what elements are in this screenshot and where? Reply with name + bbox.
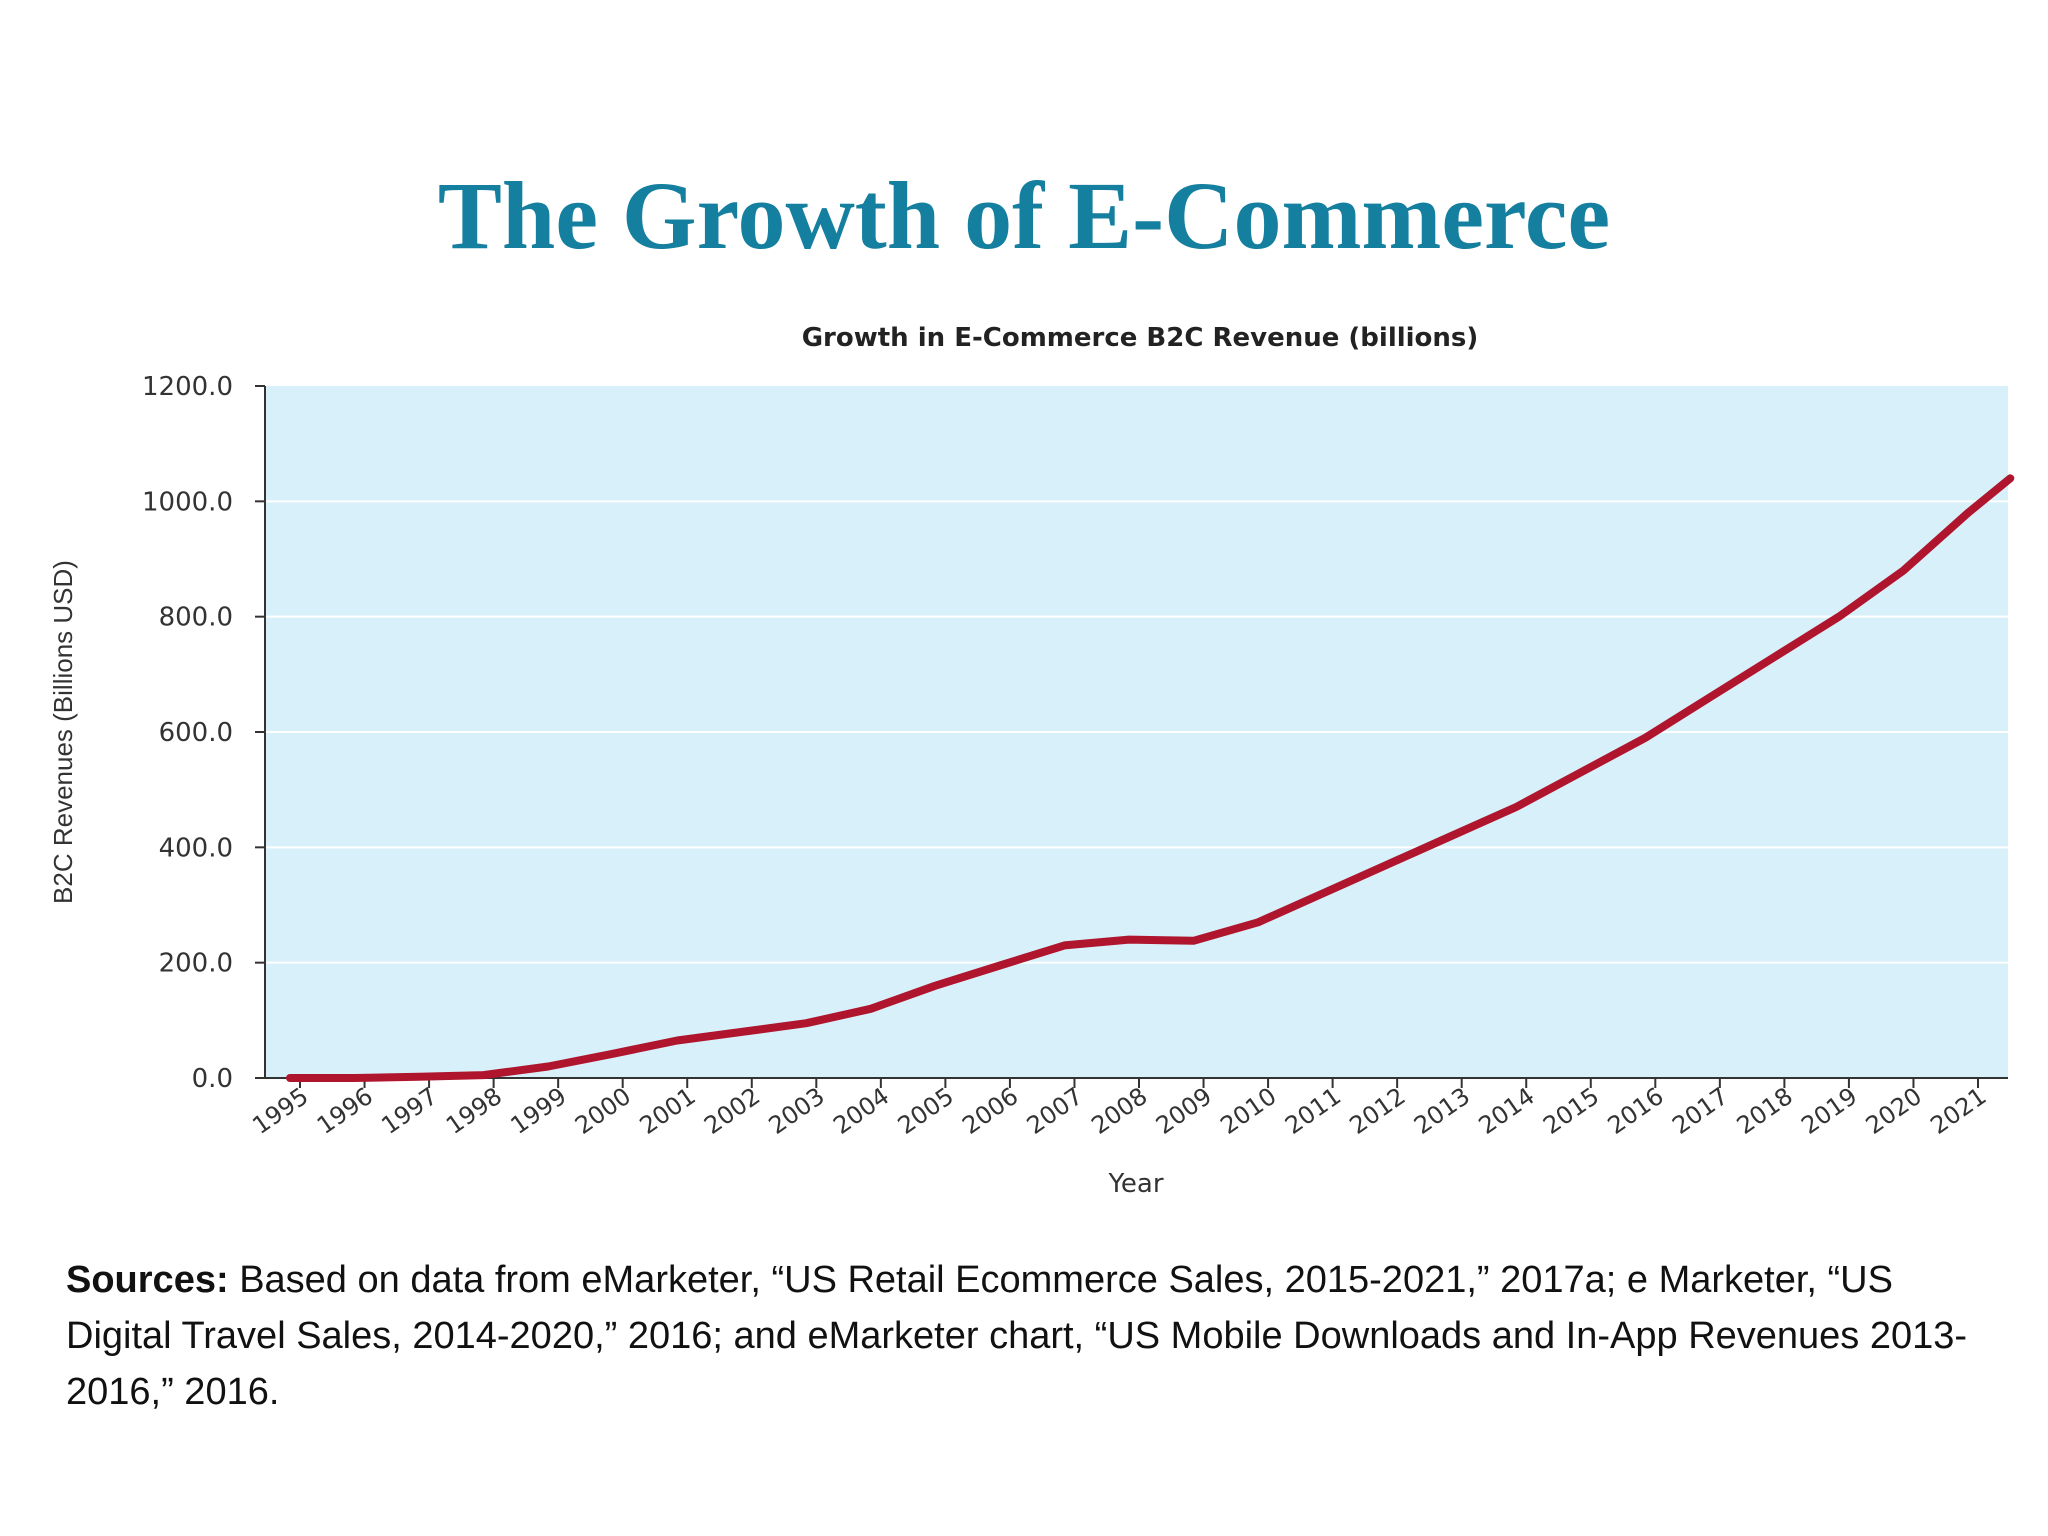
chart-title: Growth in E-Commerce B2C Revenue (billio… bbox=[802, 323, 1479, 353]
y-axis-label: B2C Revenues (Billions USD) bbox=[48, 560, 78, 904]
grid-lines bbox=[265, 500, 2008, 964]
y-tick-label: 600.0 bbox=[159, 718, 233, 748]
sources-label: Sources: bbox=[66, 1259, 229, 1301]
y-axis-ticks: 0.0 200.0 400.0 600.0 800.0 1000.0 1200.0 bbox=[142, 372, 265, 1094]
x-tick-label: 2001 bbox=[635, 1082, 701, 1140]
x-tick-label: 2006 bbox=[957, 1082, 1023, 1140]
x-tick-label: 2020 bbox=[1861, 1082, 1927, 1140]
x-tick-label: 1995 bbox=[247, 1082, 313, 1140]
x-tick-label: 2017 bbox=[1667, 1082, 1733, 1140]
x-tick-label: 1999 bbox=[506, 1082, 572, 1140]
x-tick-label: 2011 bbox=[1280, 1082, 1346, 1140]
x-tick-label: 1998 bbox=[441, 1082, 507, 1140]
x-tick-label: 2007 bbox=[1022, 1082, 1088, 1140]
x-tick-label: 2021 bbox=[1925, 1082, 1991, 1140]
y-tick-label: 0.0 bbox=[192, 1064, 233, 1094]
y-tick-label: 800.0 bbox=[159, 603, 233, 633]
x-axis-label: Year bbox=[1107, 1169, 1163, 1199]
slide-title: The Growth of E-Commerce bbox=[437, 162, 1611, 269]
x-tick-label: 2008 bbox=[1086, 1082, 1152, 1140]
x-axis-ticks: 1995199619971998199920002001200220032004… bbox=[247, 1078, 1991, 1140]
x-tick-label: 2009 bbox=[1151, 1082, 1217, 1140]
x-tick-label: 2004 bbox=[828, 1082, 894, 1140]
x-tick-label: 2002 bbox=[699, 1082, 765, 1140]
x-tick-label: 2010 bbox=[1215, 1082, 1281, 1140]
series-line bbox=[286, 474, 2015, 1082]
x-tick-label: 2014 bbox=[1474, 1082, 1540, 1140]
sources-note: Sources: Based on data from eMarketer, “… bbox=[66, 1252, 1996, 1420]
x-tick-label: 2005 bbox=[893, 1082, 959, 1140]
sources-text: Based on data from eMarketer, “US Retail… bbox=[66, 1259, 1968, 1413]
y-tick-label: 1000.0 bbox=[142, 487, 233, 517]
x-tick-label: 2015 bbox=[1538, 1082, 1604, 1140]
x-tick-label: 1996 bbox=[312, 1082, 378, 1140]
x-tick-label: 2016 bbox=[1603, 1082, 1669, 1140]
x-tick-label: 2012 bbox=[1345, 1082, 1411, 1140]
y-tick-label: 200.0 bbox=[159, 949, 233, 979]
x-tick-label: 2000 bbox=[570, 1082, 636, 1140]
y-tick-label: 400.0 bbox=[159, 833, 233, 863]
x-tick-label: 2019 bbox=[1796, 1082, 1862, 1140]
y-tick-label: 1200.0 bbox=[142, 372, 233, 402]
x-tick-label: 1997 bbox=[376, 1082, 442, 1140]
x-tick-label: 2013 bbox=[1409, 1082, 1475, 1140]
x-tick-label: 2018 bbox=[1732, 1082, 1798, 1140]
x-tick-label: 2003 bbox=[764, 1082, 830, 1140]
